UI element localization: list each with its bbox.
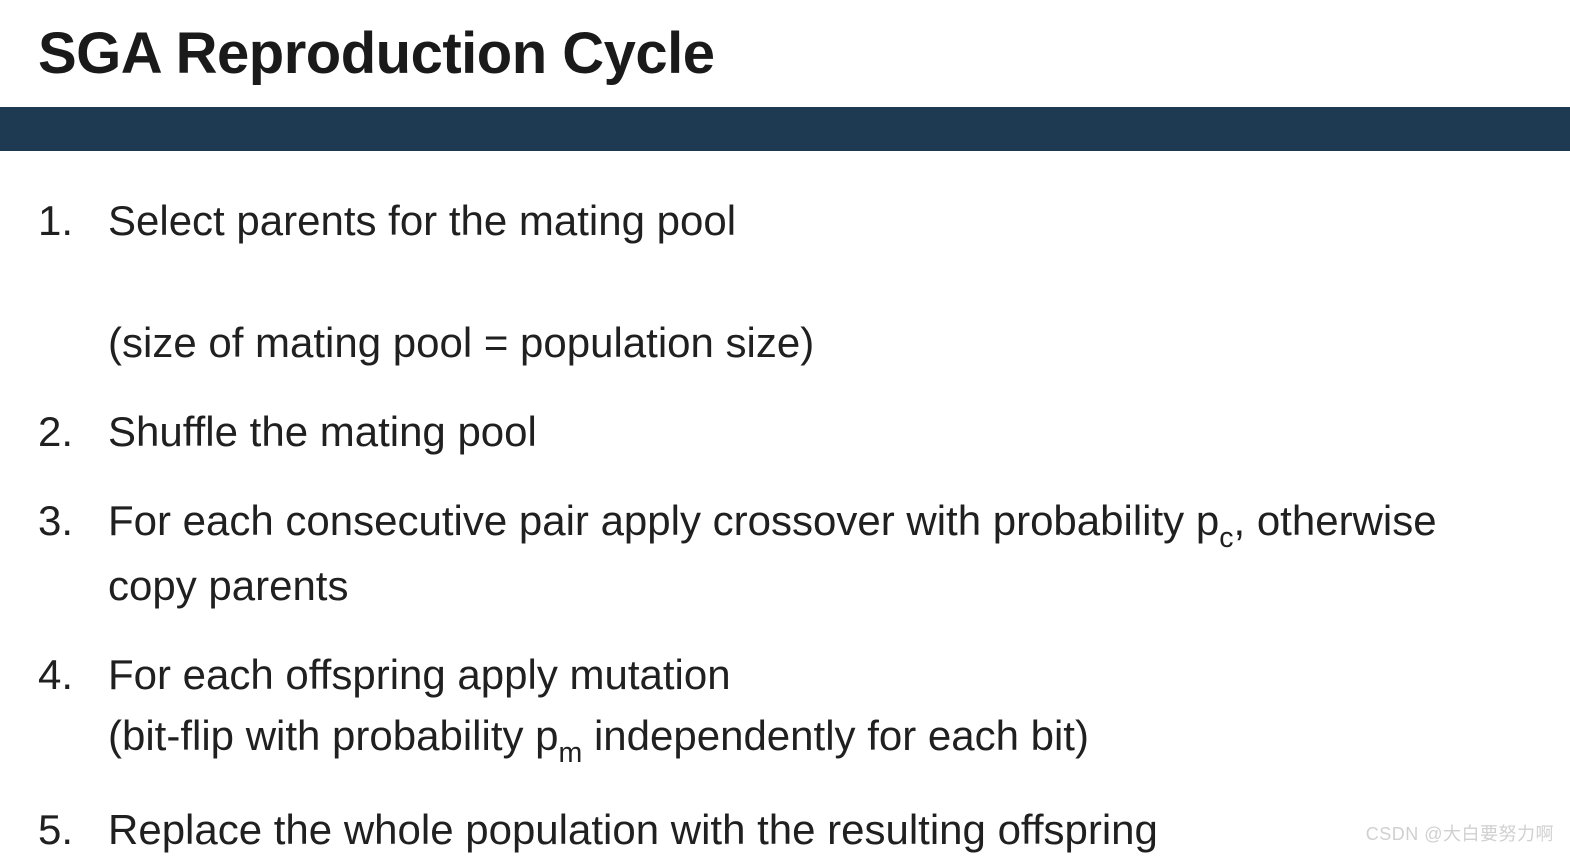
slide-content: Select parents for the mating pool (size…	[0, 151, 1570, 861]
step-4-main: For each offspring apply mutation	[108, 651, 731, 698]
step-3: For each consecutive pair apply crossove…	[38, 491, 1532, 618]
step-3-subscript: c	[1219, 522, 1233, 554]
title-divider-bar	[0, 107, 1570, 151]
step-4-subscript: m	[559, 737, 583, 769]
step-1-main: Select parents for the mating pool	[108, 197, 736, 244]
slide-title: SGA Reproduction Cycle	[0, 0, 1570, 107]
step-3-pre: For each consecutive pair apply crossove…	[108, 497, 1219, 544]
step-2-main: Shuffle the mating pool	[108, 408, 537, 455]
step-4: For each offspring apply mutation (bit-f…	[38, 645, 1532, 772]
watermark-text: CSDN @大白要努力啊	[1366, 820, 1554, 846]
steps-list: Select parents for the mating pool (size…	[38, 191, 1532, 861]
step-5-main: Replace the whole population with the re…	[108, 806, 1158, 853]
step-5: Replace the whole population with the re…	[38, 800, 1532, 861]
step-2: Shuffle the mating pool	[38, 402, 1532, 463]
step-1: Select parents for the mating pool (size…	[38, 191, 1532, 374]
step-4-sub-post: independently for each bit)	[582, 712, 1089, 759]
step-4-sub-pre: (bit-flip with probability p	[108, 712, 559, 759]
step-1-sub: (size of mating pool = population size)	[108, 319, 814, 366]
